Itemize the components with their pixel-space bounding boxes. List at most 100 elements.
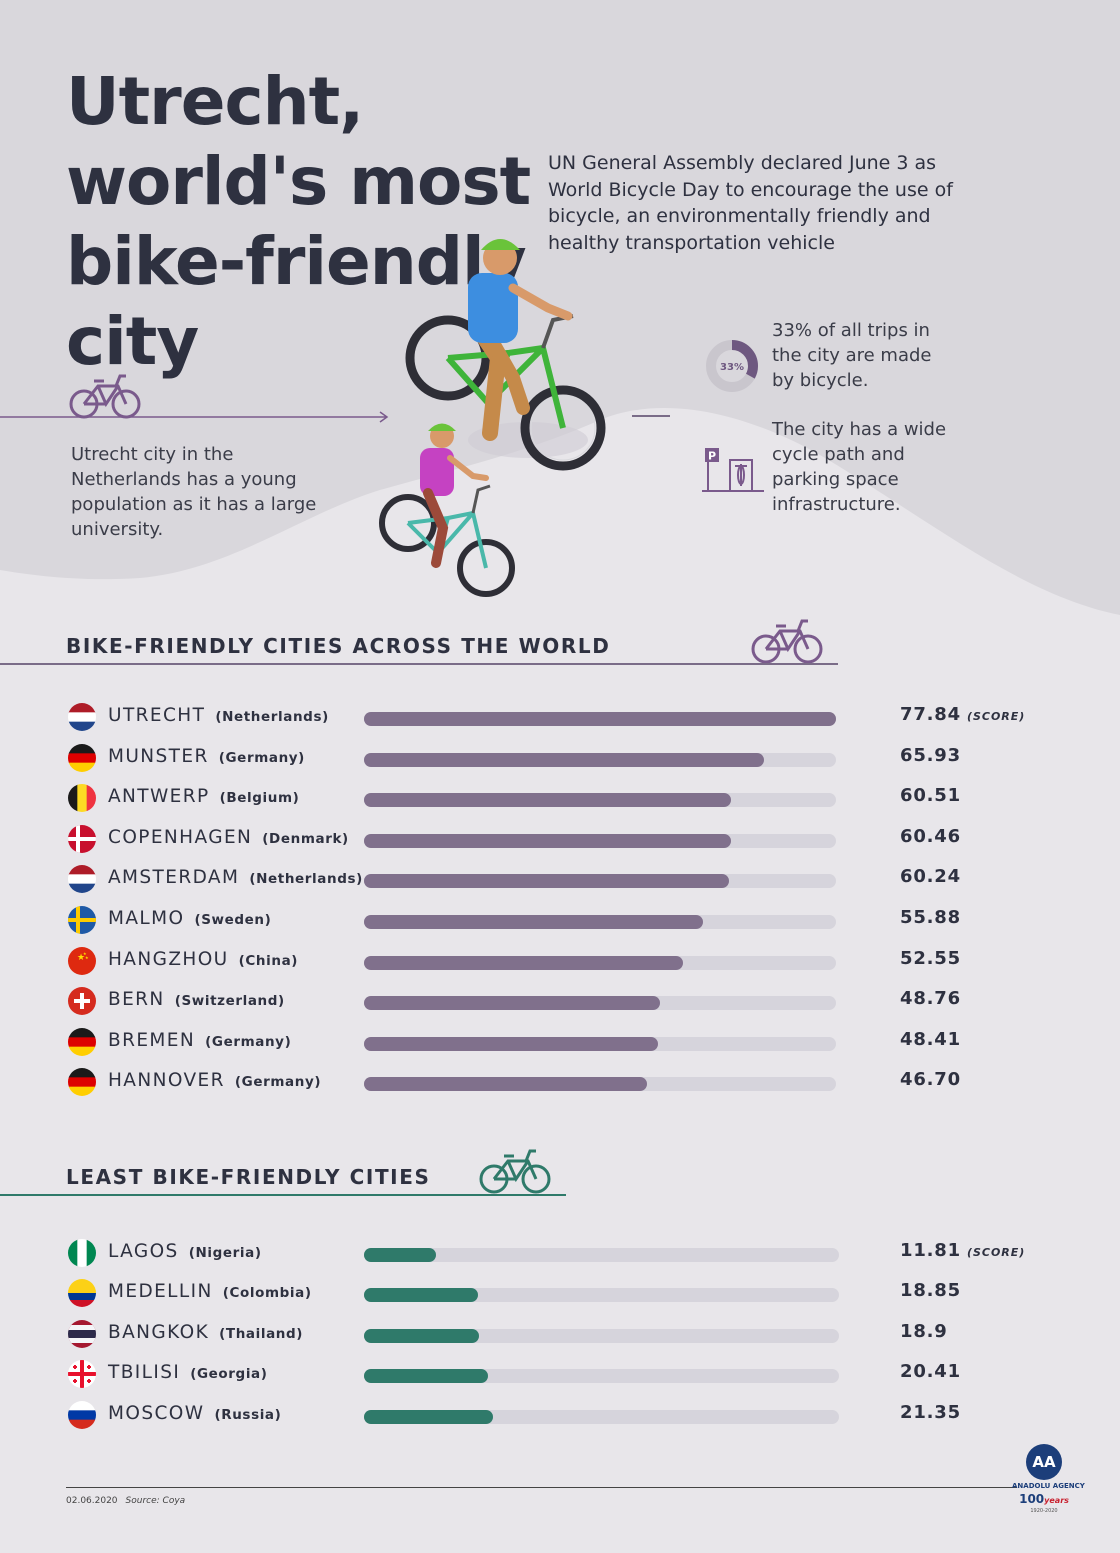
netherlands-flag-icon (68, 703, 96, 731)
city-name: COPENHAGEN (108, 826, 253, 848)
score-value: 18.85 (900, 1280, 961, 1302)
bar (364, 915, 703, 929)
city-name: ANTWERP (108, 786, 210, 808)
bar (364, 1248, 436, 1262)
agency-logo-mark: AA (1026, 1444, 1062, 1480)
bar-track (364, 712, 836, 726)
city-label: LAGOS (Nigeria) (108, 1241, 262, 1262)
bar (364, 1036, 658, 1051)
country-name: (Sweden) (194, 912, 272, 928)
score-value: 48.76 (900, 988, 961, 1010)
city-name: BERN (108, 989, 165, 1011)
centenary-word: years (1044, 1496, 1069, 1505)
city-row: MOSCOW (Russia) 21.35 (0, 1396, 1120, 1436)
score-label: 60.51 (900, 785, 961, 806)
score-label: 48.41 (900, 1029, 961, 1050)
georgia-flag-icon (68, 1360, 96, 1389)
score-value: 60.51 (900, 785, 961, 807)
netherlands-flag-icon (68, 865, 96, 894)
bar-track (364, 1288, 839, 1303)
city-row: MUNSTER (Germany) 65.93 (0, 739, 1120, 779)
arrow-icon (0, 411, 389, 423)
germany-flag-icon (68, 1027, 96, 1056)
city-label: AMSTERDAM (Netherlands) (108, 867, 363, 888)
bar-track (364, 1409, 839, 1424)
score-label: 21.35 (900, 1402, 961, 1423)
score-label: 60.24 (900, 866, 961, 887)
donut-chart-icon: 33% (706, 340, 758, 392)
city-name: HANNOVER (108, 1070, 225, 1092)
city-label: MEDELLIN (Colombia) (108, 1281, 312, 1302)
score-value: 48.41 (900, 1028, 961, 1050)
most-section-rule (0, 663, 838, 665)
city-label: HANGZHOU (China) (108, 949, 298, 970)
bar-track (364, 1077, 836, 1092)
donut-label: 33% (720, 362, 744, 373)
score-value: 46.70 (900, 1069, 961, 1091)
agency-logo: AA ANADOLU AGENCY 100years 1920-2020 (1012, 1444, 1085, 1514)
score-label: 52.55 (900, 948, 961, 969)
city-row: MEDELLIN (Colombia) 18.85 (0, 1274, 1120, 1314)
country-name: (Belgium) (219, 790, 300, 807)
score-label: 20.41 (900, 1361, 961, 1382)
score-label: 11.81 (SCORE) (900, 1240, 1025, 1261)
city-label: BANGKOK (Thailand) (108, 1322, 303, 1343)
city-row: ANTWERP (Belgium) 60.51 (0, 779, 1120, 819)
centenary-range: 1920-2020 (1030, 1508, 1058, 1514)
score-label: 46.70 (900, 1069, 961, 1090)
footer-credits: 02.06.2020 Source: Coya (66, 1496, 185, 1506)
bar (364, 955, 683, 970)
nigeria-flag-icon (68, 1239, 96, 1267)
score-value: 60.46 (900, 825, 961, 847)
score-label: 60.46 (900, 826, 961, 847)
city-name: TBILISI (108, 1362, 181, 1384)
score-label: 18.85 (900, 1280, 961, 1301)
bar (364, 874, 730, 889)
country-name: (Germany) (218, 749, 305, 766)
country-name: (Netherlands) (249, 871, 363, 888)
infrastructure-note: The city has a wide cycle path and parki… (772, 419, 947, 515)
score-value: 52.55 (900, 947, 961, 969)
china-flag-icon: ★ ★ ★ (68, 946, 96, 975)
score-unit: (SCORE) (966, 710, 1026, 723)
bar (364, 833, 731, 848)
city-row: AMSTERDAM (Netherlands) 60.24 (0, 860, 1120, 900)
bicycle-icon (751, 619, 823, 664)
city-row: BANGKOK (Thailand) 18.9 (0, 1315, 1120, 1355)
least-section-title: LEAST BIKE-FRIENDLY CITIES (66, 1165, 431, 1189)
colombia-flag-icon (68, 1279, 96, 1308)
score-label: 48.76 (900, 988, 961, 1009)
city-name: MUNSTER (108, 745, 209, 767)
page-title: Utrecht, world's most bike-friendly city (66, 63, 531, 380)
footer-date: 02.06.2020 (66, 1496, 118, 1506)
bar (364, 712, 836, 726)
bar (364, 752, 764, 767)
bar-track (364, 1369, 839, 1384)
city-label: TBILISI (Georgia) (108, 1362, 268, 1383)
least-section-rule (0, 1194, 566, 1196)
score-value: 77.84 (900, 704, 961, 725)
score-label: 65.93 (900, 745, 961, 766)
city-label: HANNOVER (Germany) (108, 1070, 321, 1091)
city-label: BREMEN (Germany) (108, 1030, 291, 1051)
bicycle-icon (479, 1149, 551, 1194)
bar (364, 1409, 494, 1424)
score-value: 20.41 (900, 1361, 961, 1383)
bar (364, 1328, 479, 1343)
country-name: (Denmark) (262, 830, 349, 847)
russia-flag-icon (68, 1400, 96, 1429)
thailand-flag-icon (68, 1319, 96, 1348)
bar-track (364, 996, 836, 1011)
city-row: COPENHAGEN (Denmark) 60.46 (0, 820, 1120, 860)
city-label: UTRECHT (Netherlands) (108, 705, 329, 726)
bar-track (364, 1036, 836, 1051)
bar (364, 1077, 648, 1092)
city-label: BERN (Switzerland) (108, 989, 285, 1010)
score-label: 77.84 (SCORE) (900, 704, 1025, 725)
city-label: MUNSTER (Germany) (108, 746, 305, 767)
svg-text:★: ★ (85, 955, 89, 960)
city-name: AMSTERDAM (108, 867, 240, 889)
country-name: (Germany) (234, 1074, 322, 1091)
agency-name: ANADOLU AGENCY (1012, 1482, 1085, 1490)
bar-track (364, 793, 836, 808)
